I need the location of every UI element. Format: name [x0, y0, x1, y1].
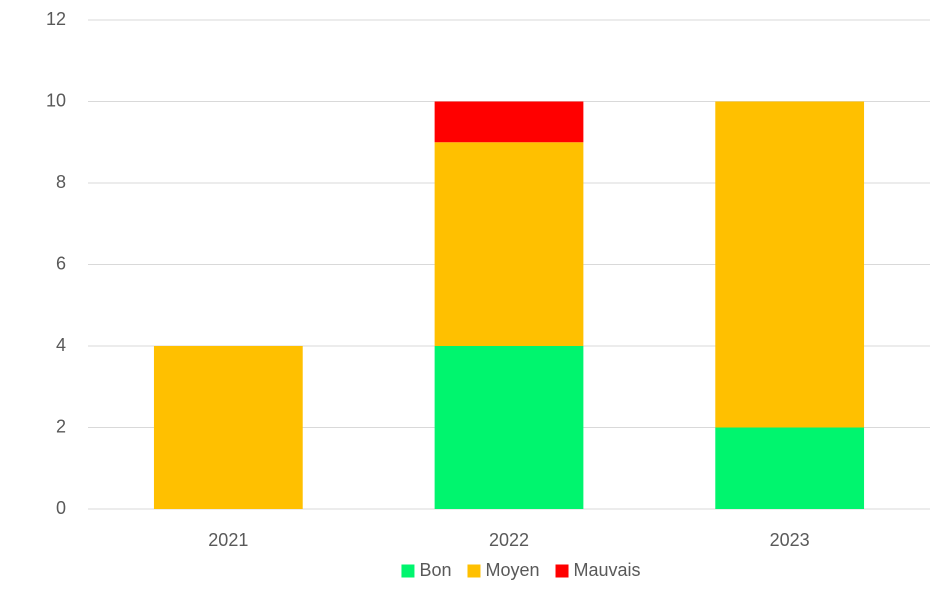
- y-tick-label: 2: [56, 416, 66, 436]
- y-tick-label: 4: [56, 335, 66, 355]
- y-tick-label: 8: [56, 172, 66, 192]
- bar-segment: [434, 346, 584, 509]
- x-tick-label: 2023: [770, 530, 810, 550]
- y-tick-label: 10: [46, 90, 66, 110]
- bar-segment: [715, 101, 865, 428]
- bar-segment: [715, 427, 865, 509]
- y-tick-label: 0: [56, 498, 66, 518]
- bar-segment: [434, 101, 584, 143]
- legend-swatch: [467, 564, 481, 578]
- legend-swatch: [401, 564, 415, 578]
- bar-segment: [434, 142, 584, 346]
- bar-segment: [153, 346, 303, 509]
- legend-label: Bon: [419, 560, 451, 580]
- legend-label: Moyen: [485, 560, 539, 580]
- legend-item: Mauvais: [555, 560, 641, 580]
- x-tick-label: 2022: [489, 530, 529, 550]
- y-tick-label: 6: [56, 253, 66, 273]
- y-tick-label: 12: [46, 9, 66, 29]
- legend-swatch: [555, 564, 569, 578]
- legend-item: Moyen: [467, 560, 540, 580]
- legend-item: Bon: [401, 560, 451, 580]
- legend-label: Mauvais: [574, 560, 641, 580]
- x-tick-label: 2021: [208, 530, 248, 550]
